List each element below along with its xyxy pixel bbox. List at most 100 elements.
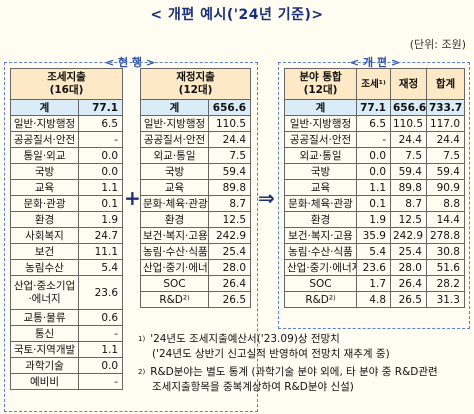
fiscal-row: SOC 26.4 (140, 275, 252, 292)
tax-value-cell: 1.9 (77, 211, 124, 228)
reform-col-tax: 조세¹⁾ (356, 68, 391, 100)
tax-category-cell: 통신 (10, 325, 79, 342)
reform-value-cell: 0.0 (356, 147, 391, 164)
reform-value-cell: - (356, 131, 391, 148)
fiscal-row: 문화·체육·관광 8.7 (140, 195, 252, 212)
reform-row: 교육 1.1 89.8 90.9 (284, 179, 465, 196)
fiscal-category-cell: 환경 (140, 211, 209, 228)
reform-value-cell: 51.6 (426, 259, 465, 276)
tax-row: 사회복지 24.7 (10, 227, 124, 244)
reform-value-cell: 59.4 (390, 163, 427, 180)
reform-category-cell: 교육 (284, 179, 357, 196)
tax-value-cell: 0.6 (77, 309, 124, 326)
fiscal-row: 농림·수산·식품 25.4 (140, 243, 252, 260)
reform-category-cell: 보건·복지·고용 (284, 227, 357, 244)
tax-category-cell: 일반·지방행정 (10, 115, 79, 132)
fiscal-table-header: 재정지출 (12대) (139, 68, 252, 100)
fiscal-category-cell: 교육 (140, 179, 209, 196)
fiscal-category-cell: R&D²⁾ (140, 291, 209, 308)
reform-value-cell: 28.2 (426, 275, 465, 292)
reform-value-cell: 28.0 (390, 259, 427, 276)
unit-label: (단위: 조원) (409, 38, 466, 51)
reform-row: 국방 0.0 59.4 59.4 (284, 163, 465, 180)
tax-value-cell: 77.1 (77, 99, 124, 116)
fiscal-row: 공공질서·안전 24.4 (140, 131, 252, 148)
tax-row: 일반·지방행정 6.5 (10, 115, 124, 132)
fiscal-category-cell: 국방 (140, 163, 209, 180)
tax-row: 예비비 - (10, 373, 124, 390)
tax-value-cell: 1.1 (77, 179, 124, 196)
tax-category-cell: 보건 (10, 243, 79, 260)
tax-value-cell: 0.0 (77, 357, 124, 374)
reform-category-cell: 환경 (284, 211, 357, 228)
reform-table: 분야 통합 (12대) 조세¹⁾ 재정 합계 계 77.1 656.6 733.7 일반·… (284, 68, 465, 308)
tax-row: 농림수산 5.4 (10, 259, 124, 276)
fiscal-row: 국방 59.4 (140, 163, 252, 180)
tax-category-cell: 국토·지역개발 (10, 341, 79, 358)
reform-row: 일반·지방행정 6.5 110.5 117.0 (284, 115, 465, 132)
fiscal-category-cell: SOC (140, 275, 209, 292)
fiscal-row: 교육 89.8 (140, 179, 252, 196)
reform-col-total: 합계 (426, 68, 465, 100)
reform-category-cell: 산업·중기·에너지 (284, 259, 357, 276)
reform-value-cell: 24.4 (390, 131, 427, 148)
tax-category-cell: 예비비 (10, 373, 79, 390)
reform-row: 공공질서·안전 -24.4 24.4 (284, 131, 465, 148)
reform-value-cell: 278.8 (426, 227, 465, 244)
reform-value-cell: 1.9 (356, 211, 391, 228)
reform-row: 농림·수산·식품 5.4 25.4 30.8 (284, 243, 465, 260)
tax-row: 통일·외교 0.0 (10, 147, 124, 164)
reform-category-cell: 일반·지방행정 (284, 115, 357, 132)
fiscal-category-cell: 공공질서·안전 (140, 131, 209, 148)
tax-value-cell: 24.7 (77, 227, 124, 244)
tax-row: 교육 1.1 (10, 179, 124, 196)
footnote: 1) '24년도 조세지출예산서('23.09)상 전망치 ('24년도 상반기 신… (138, 333, 390, 360)
reform-value-cell: 6.5 (356, 115, 391, 132)
tax-category-cell: 교통·물류 (10, 309, 79, 326)
tax-category-cell: 과학기술 (10, 357, 79, 374)
reform-value-cell: 59.4 (426, 163, 465, 180)
reform-value-cell: 8.8 (426, 195, 465, 212)
fiscal-value-cell: 24.4 (207, 131, 252, 148)
reform-frame (278, 62, 470, 329)
fiscal-value-cell: 242.9 (207, 227, 252, 244)
reform-value-cell: 0.1 (356, 195, 391, 212)
reform-value-cell: 4.8 (356, 291, 391, 308)
fiscal-row: 보건·복지·고용 242.9 (140, 227, 252, 244)
reform-value-cell: 8.7 (390, 195, 427, 212)
fiscal-value-cell: 89.8 (207, 179, 252, 196)
tax-category-cell: 농림수산 (10, 259, 79, 276)
reform-row: 산업·중기·에너지 23.6 28.0 51.6 (284, 259, 465, 276)
fiscal-row: 외교·통일 7.5 (140, 147, 252, 164)
tax-value-cell: 1.1 (77, 341, 124, 358)
fiscal-category-cell: 계 (140, 99, 209, 116)
tax-row: 공공질서·안전 - (10, 131, 124, 148)
fiscal-category-cell: 농림·수산·식품 (140, 243, 209, 260)
tax-total-row: 계 77.1 (10, 99, 124, 116)
tax-category-cell: 사회복지 (10, 227, 79, 244)
footnotes: 1) '24년도 조세지출예산서('23.09)상 전망치 ('24년도 상반기 신… (138, 332, 438, 398)
reform-value-cell: 1.7 (356, 275, 391, 292)
tax-category-cell: 공공질서·안전 (10, 131, 79, 148)
fiscal-row: 산업·중기·에너지28.0 (140, 259, 252, 276)
fiscal-value-cell: 7.5 (207, 147, 252, 164)
tax-row: 산업·중소기업·에너지 23.6 (10, 275, 124, 310)
reform-value-cell: 12.5 (390, 211, 427, 228)
fiscal-row: 환경 12.5 (140, 211, 252, 228)
fiscal-value-cell: 28.0 (207, 259, 252, 276)
fiscal-total-row: 계 656.6 (140, 99, 252, 116)
tax-value-cell: 11.1 (77, 243, 124, 260)
reform-col-fiscal: 재정 (390, 68, 427, 100)
page-title: < 개편 예시('24년 기준)> (150, 7, 324, 23)
reform-value-cell: 0.0 (356, 163, 391, 180)
tax-value-cell: - (77, 131, 124, 148)
reform-row: SOC 1.7 26.4 28.2 (284, 275, 465, 292)
fiscal-category-cell: 일반·지방행정 (140, 115, 209, 132)
reform-category-cell: 외교·통일 (284, 147, 357, 164)
tax-category-cell: 문화·관광 (10, 195, 79, 212)
reform-value-cell: 26.4 (390, 275, 427, 292)
current-frame (4, 62, 258, 412)
tax-category-cell: 산업·중소기업·에너지 (10, 275, 79, 310)
tax-value-cell: 6.5 (77, 115, 124, 132)
reform-value-cell: 7.5 (390, 147, 427, 164)
